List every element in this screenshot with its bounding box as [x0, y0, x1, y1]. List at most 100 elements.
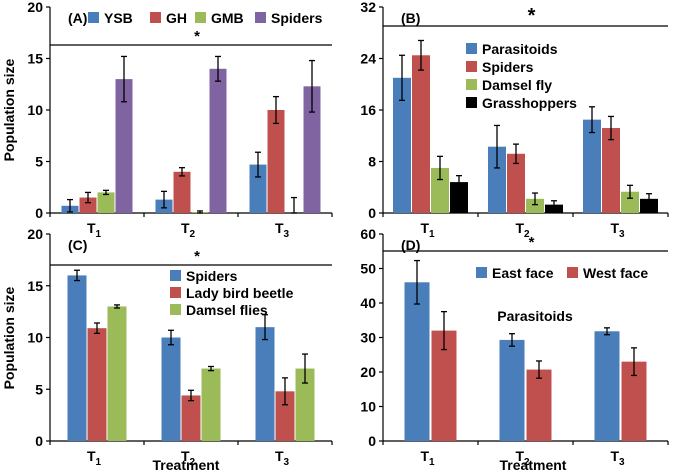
x-tick-label-base: T	[275, 220, 284, 236]
y-axis-label-bottom: Population size	[1, 286, 17, 389]
y-axis-label-top: Population size	[1, 58, 17, 161]
significance-star: *	[529, 234, 535, 251]
bar	[621, 191, 639, 213]
x-tick-label-subscript: 2	[190, 229, 196, 240]
legend: Parasitoids Spiders Damsel fly Grasshoppers	[466, 41, 577, 111]
x-tick-label-subscript: 1	[429, 229, 435, 240]
y-tick-label: 0	[35, 433, 43, 449]
y-tick-label: 8	[368, 154, 376, 170]
significance-star: *	[194, 28, 200, 45]
x-tick-label-base: T	[181, 448, 190, 464]
x-tick-label: T2	[515, 220, 530, 240]
y-tick-label: 40	[360, 295, 376, 311]
legend-swatch	[150, 12, 161, 23]
x-tick-label: T3	[610, 448, 625, 468]
bar	[249, 164, 267, 213]
legend-label: Damsel flies	[186, 302, 268, 318]
legend-swatch	[466, 97, 477, 108]
x-tick-label-subscript: 1	[96, 229, 102, 240]
y-tick-label: 30	[360, 330, 376, 346]
bar	[450, 182, 468, 213]
legend-label: East face	[492, 265, 554, 281]
bar	[602, 128, 620, 213]
x-tick-label-base: T	[181, 220, 190, 236]
x-tick-label: T3	[610, 220, 625, 240]
bar	[404, 282, 430, 441]
x-tick-label-base: T	[87, 220, 96, 236]
y-tick-label: 15	[27, 278, 43, 294]
legend-swatch	[88, 12, 99, 23]
bar	[79, 197, 97, 213]
panel-label: (D)	[401, 237, 420, 253]
bar	[583, 119, 601, 213]
legend-swatch	[255, 12, 266, 23]
x-tick-label-subscript: 3	[284, 457, 290, 468]
x-tick-label-base: T	[515, 220, 524, 236]
bar	[267, 110, 285, 213]
x-tick-label-base: T	[420, 220, 429, 236]
bar	[526, 369, 552, 441]
legend-label: Spiders	[271, 10, 323, 26]
legend-swatch	[170, 304, 181, 315]
panel-label: (C)	[68, 237, 87, 253]
y-tick-label: 10	[360, 399, 376, 415]
legend-swatch	[466, 43, 477, 54]
legend: YSB GH GMB Spiders	[88, 10, 323, 26]
bar	[181, 395, 201, 441]
x-tick-label: T1	[87, 220, 102, 240]
legend-label: Parasitoids	[482, 41, 558, 57]
y-tick-label: 32	[360, 0, 376, 15]
bar	[87, 328, 107, 441]
legend-label: Spiders	[186, 268, 238, 284]
y-tick-label: 20	[360, 364, 376, 380]
legend: East face West face	[476, 265, 648, 281]
y-tick-label: 5	[35, 154, 43, 170]
y-tick-label: 50	[360, 261, 376, 277]
bar	[431, 167, 449, 213]
legend-label: Lady bird beetle	[186, 285, 294, 301]
x-tick-label: T3	[275, 220, 290, 240]
significance-star: *	[194, 248, 200, 265]
x-axis-label-right: Treatment	[500, 457, 567, 473]
significance-star: *	[528, 5, 536, 27]
bar	[275, 391, 295, 441]
y-tick-label: 0	[368, 205, 376, 221]
x-tick-label-subscript: 1	[429, 457, 435, 468]
x-tick-label: T1	[87, 448, 102, 468]
y-tick-label: 0	[368, 433, 376, 449]
bar	[209, 68, 227, 213]
bar	[507, 153, 525, 213]
bar	[499, 339, 525, 441]
x-tick-label-base: T	[515, 448, 524, 464]
y-tick-label: 20	[27, 0, 43, 15]
x-tick-label-subscript: 3	[619, 457, 625, 468]
y-tick-label: 60	[360, 226, 376, 242]
x-tick-label-base: T	[610, 220, 619, 236]
x-tick-label-base: T	[87, 448, 96, 464]
bar	[295, 368, 315, 441]
x-tick-label-subscript: 2	[524, 457, 530, 468]
legend-label: YSB	[104, 10, 133, 26]
y-tick-label: 16	[360, 102, 376, 118]
y-tick-label: 5	[35, 381, 43, 397]
bar	[201, 368, 221, 441]
legend-swatch	[476, 267, 487, 278]
x-tick-label: T2	[181, 220, 196, 240]
x-tick-label: T1	[420, 220, 435, 240]
x-tick-label-base: T	[275, 448, 284, 464]
bar	[173, 171, 191, 213]
x-axis-label-left: Treatment	[153, 457, 220, 473]
y-tick-label: 10	[27, 102, 43, 118]
legend-label: Grasshoppers	[482, 95, 577, 111]
bar	[393, 77, 411, 213]
legend-label: Damsel fly	[482, 77, 552, 93]
bar	[107, 306, 127, 441]
x-tick-label: T2	[181, 448, 196, 468]
x-tick-label-subscript: 1	[96, 457, 102, 468]
y-tick-label: 10	[27, 330, 43, 346]
legend-swatch	[466, 61, 477, 72]
